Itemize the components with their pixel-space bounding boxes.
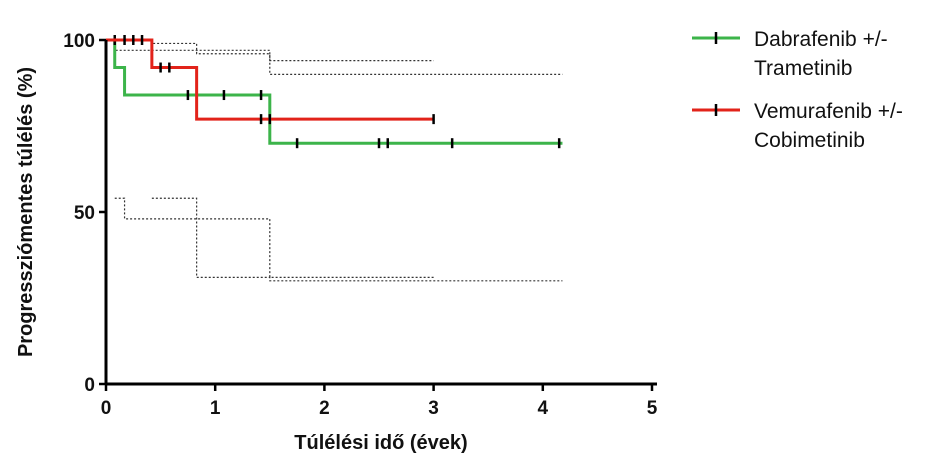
x-tick-label: 2 — [319, 398, 330, 419]
ci-band-2-upper — [124, 39, 563, 75]
series-2-line — [106, 38, 434, 121]
y-tick-label: 0 — [84, 375, 95, 396]
confidence-bands — [106, 39, 563, 282]
x-axis-title: Túlélési idő (évek) — [294, 432, 467, 454]
x-tick-label: 5 — [647, 398, 658, 419]
x-tick-label: 1 — [210, 398, 221, 419]
ci-band-1-upper — [106, 39, 434, 62]
series-1-line — [106, 38, 563, 145]
x-tick-label: 3 — [428, 398, 439, 419]
ci-band-1-lower — [114, 197, 434, 278]
x-tick-label: 0 — [101, 398, 112, 419]
legend-label-1: Trametinib — [754, 57, 852, 80]
legend-label-1: Dabrafenib +/- — [754, 28, 888, 51]
y-axis-title: Progressziómentes túlélés (%) — [15, 67, 37, 357]
ci-band-2-lower — [151, 197, 563, 282]
y-tick-label: 50 — [74, 203, 95, 224]
legend: Dabrafenib +/- Trametinib Vemurafenib +/- C… — [692, 28, 903, 152]
survival-curves — [106, 35, 563, 149]
legend-label-2: Cobimetinib — [754, 129, 865, 152]
x-tick-label: 4 — [538, 398, 549, 419]
y-tick-label: 100 — [63, 31, 95, 52]
legend-label-2: Vemurafenib +/- — [754, 100, 903, 123]
